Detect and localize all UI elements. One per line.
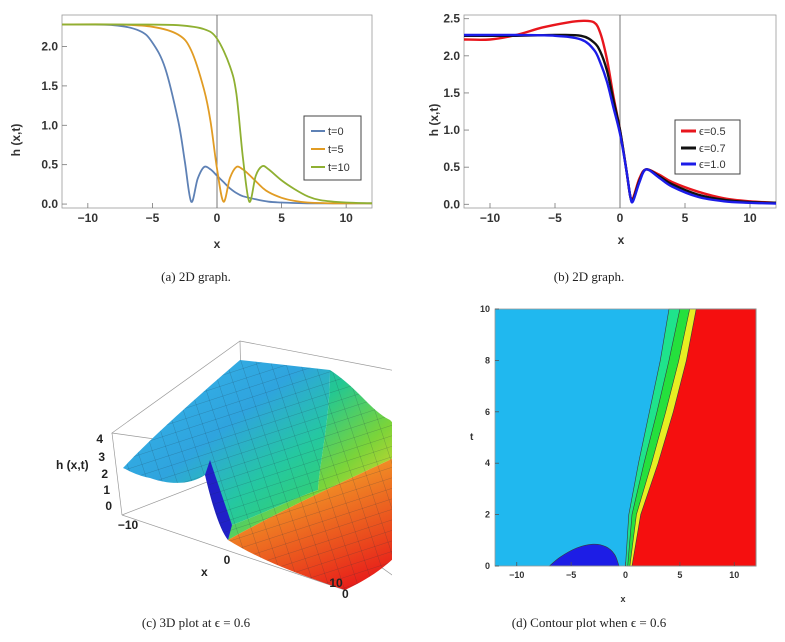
legend-a-item-2: t=10 <box>328 162 350 174</box>
a-ytick-label: 0.5 <box>41 158 58 172</box>
legend-a-item-1: t=5 <box>328 144 344 156</box>
a-xtick-label: 0 <box>214 211 221 225</box>
a-series-0 <box>61 23 373 205</box>
chart-c-surface: 4 3 2 1 0 h (x,t) −10 0 10 x 0 5 10 t <box>56 340 392 601</box>
t-tick-0: 0 <box>342 587 349 601</box>
a-ytick-label: 0.0 <box>41 197 58 211</box>
b-xtick-label: 10 <box>743 211 757 225</box>
b-ytick-label: 1.5 <box>443 86 460 100</box>
a-ytick-label: 1.5 <box>41 79 58 93</box>
b-xtick-label: −5 <box>548 211 562 225</box>
caption-d: (d) Contour plot when ϵ = 0.6 <box>511 615 667 630</box>
legend-b-item-2: ϵ=1.0 <box>699 159 726 171</box>
x-tick-0: −10 <box>118 518 139 532</box>
contour-xtick-label: 5 <box>677 570 682 580</box>
b-series-2 <box>463 33 777 205</box>
contour-ytick-label: 0 <box>485 561 490 571</box>
b-ytick-label: 2.0 <box>443 49 460 63</box>
a-series-1 <box>61 23 373 205</box>
z-tick-0: 0 <box>105 499 112 513</box>
legend-a-item-0: t=0 <box>328 126 344 138</box>
x-tick-2: 10 <box>329 576 343 590</box>
contour-xtick-label: 10 <box>729 570 739 580</box>
chart-b: −10 −5 0 5 10 0.0 0.5 1.0 1.5 2.0 2.5 h (x,t) x ϵ=… <box>427 12 777 247</box>
a-ytick-label: 2.0 <box>41 40 58 54</box>
contour-ytick-label: 8 <box>485 355 490 365</box>
legend-a: t=0 t=5 t=10 <box>303 115 362 181</box>
caption-a: (a) 2D graph. <box>161 269 231 284</box>
b-xtick-label: 5 <box>682 211 689 225</box>
chart-d-ylabel: t <box>470 432 474 443</box>
x-axis-label: x <box>201 565 208 579</box>
b-xtick-label: −10 <box>480 211 501 225</box>
z-tick-4: 4 <box>96 432 103 446</box>
legend-b-item-0: ϵ=0.5 <box>699 126 726 138</box>
z-axis-label: h (x,t) <box>56 458 89 472</box>
contour-ytick-label: 2 <box>485 510 490 520</box>
chart-a: −10 −5 0 5 10 0.0 0.5 1.0 1.5 2.0 h (x,t) x t=0 t… <box>9 14 373 251</box>
x-tick-1: 0 <box>224 553 231 567</box>
legend-b: ϵ=0.5 ϵ=0.7 ϵ=1.0 <box>674 119 741 175</box>
z-tick-1: 1 <box>103 483 110 497</box>
chart-a-ylabel: h (x,t) <box>9 124 23 157</box>
b-xtick-label: 0 <box>617 211 624 225</box>
chart-b-ylabel: h (x,t) <box>427 104 441 137</box>
chart-b-xlabel: x <box>618 233 625 247</box>
z-tick-3: 3 <box>98 450 105 464</box>
caption-b: (b) 2D graph. <box>553 269 625 284</box>
a-ytick-label: 1.0 <box>41 118 58 132</box>
a-series-2 <box>61 23 373 205</box>
b-ytick-label: 0.0 <box>443 197 460 211</box>
contour-ytick-label: 10 <box>480 304 490 314</box>
caption-c: (c) 3D plot at ϵ = 0.6 <box>141 615 251 630</box>
a-xtick-label: 10 <box>339 211 353 225</box>
a-xtick-label: −5 <box>146 211 160 225</box>
b-ytick-label: 0.5 <box>443 160 460 174</box>
z-tick-2: 2 <box>101 467 108 481</box>
chart-d-contour: −10 −5 0 5 10 0 2 4 6 8 10 t x <box>470 304 757 604</box>
contour-ytick-label: 4 <box>485 458 490 468</box>
b-ytick-label: 2.5 <box>443 12 460 26</box>
chart-d-xlabel: x <box>620 594 625 604</box>
contour-ytick-label: 6 <box>485 407 490 417</box>
chart-a-xlabel: x <box>214 237 221 251</box>
contour-xtick-label: −5 <box>566 570 576 580</box>
contour-blue-blob <box>548 543 620 567</box>
legend-b-item-1: ϵ=0.7 <box>699 143 726 155</box>
b-ytick-label: 1.0 <box>443 123 460 137</box>
contour-xtick-label: 0 <box>623 570 628 580</box>
a-xtick-label: 5 <box>278 211 285 225</box>
a-xtick-label: −10 <box>78 211 99 225</box>
contour-xtick-label: −10 <box>509 570 524 580</box>
